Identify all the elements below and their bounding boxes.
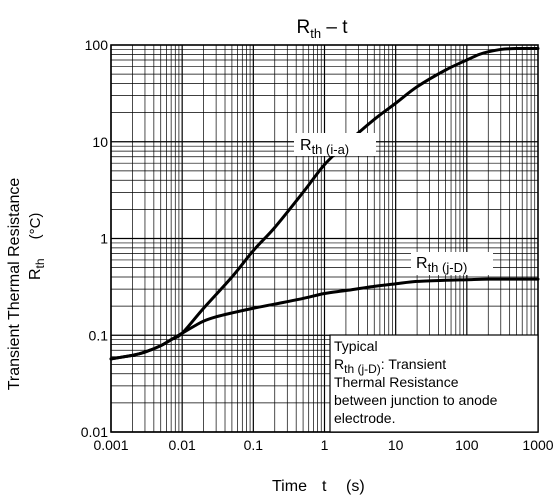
- y-tick-label: 10: [92, 134, 108, 150]
- annotation-line-1: Typical: [334, 338, 378, 354]
- annotation-line-4: between junction to anode: [334, 392, 498, 408]
- series-label-jd: Rth (j-D): [411, 252, 493, 275]
- annotation-box: Typical Rth (j-D): Transient Thermal Res…: [329, 334, 539, 433]
- y-tick-labels: 0.01 0.1 1 10 100: [81, 37, 108, 440]
- x-tick-label: 100: [455, 437, 479, 453]
- series-label-ia-bg: [294, 133, 376, 156]
- annotation-box-bg: [329, 334, 539, 433]
- y-tick-label: 100: [85, 37, 109, 53]
- x-axis-variable: t: [322, 478, 327, 495]
- annotation-line-2: Rth (j-D): Transient: [334, 356, 446, 376]
- x-tick-label: 10: [388, 437, 404, 453]
- series-line-rth-jd: [109, 277, 540, 361]
- x-tick-label: 0.001: [93, 437, 128, 453]
- series-layer: [109, 46, 540, 361]
- major-gridlines: [110, 45, 538, 433]
- x-axis-unit: (s): [346, 478, 365, 495]
- x-tick-label: 0.01: [169, 437, 196, 453]
- series-label-ia-text: Rth (i-a): [300, 137, 349, 157]
- y-axis-unit: (°C): [27, 213, 44, 240]
- x-tick-labels: 0.001 0.01 0.1 1 10 100 1000: [93, 437, 553, 453]
- y-tick-label: 1: [100, 231, 108, 247]
- x-axis-label: Time: [272, 478, 307, 495]
- y-tick-label: 0.01: [81, 424, 108, 440]
- chart-title: Rth – t: [297, 17, 349, 41]
- annotation-line-3: Thermal Resistance: [334, 374, 459, 390]
- x-tick-label: 1: [321, 437, 329, 453]
- y-tick-label: 0.1: [89, 327, 109, 343]
- x-tick-label: 1000: [522, 437, 553, 453]
- y-axis-label: Transient Thermal Resistance: [6, 178, 23, 391]
- annotation-line-5: electrode.: [334, 410, 395, 426]
- series-label-jd-bg: [411, 252, 493, 275]
- y-axis-variable: Rth: [27, 258, 47, 280]
- x-tick-label: 0.1: [244, 437, 264, 453]
- series-label-ia: Rth (i-a): [294, 133, 376, 157]
- series-label-jd-text: Rth (j-D): [416, 255, 467, 275]
- plot-frame: [110, 44, 539, 433]
